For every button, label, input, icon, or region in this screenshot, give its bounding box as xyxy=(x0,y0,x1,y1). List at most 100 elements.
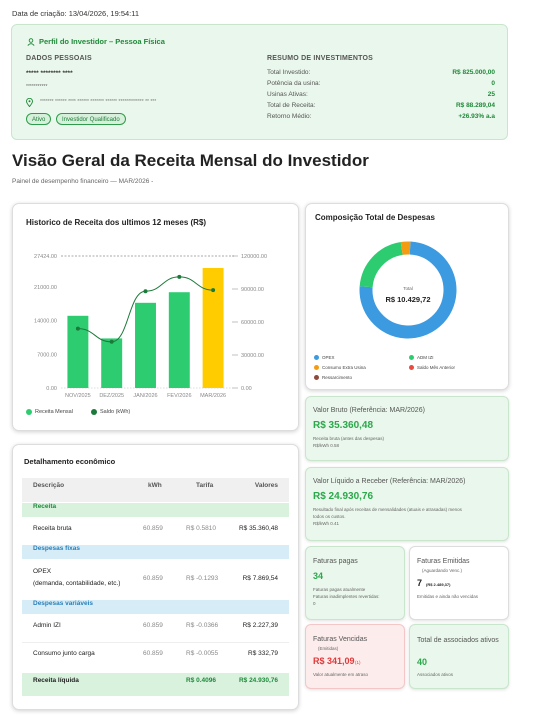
page-title: Visão Geral da Receita Mensal do Investi… xyxy=(12,151,369,170)
expenses-donut-card: Composição Total de Despesas Total R$ 10… xyxy=(305,203,509,390)
x-tick-label: NOV/2025 xyxy=(65,393,91,399)
y-right-tick-label: 120000.00 xyxy=(241,254,267,260)
y-right-tick-label: 30000.00 xyxy=(241,353,264,359)
x-tick-label: MAR/2026 xyxy=(200,393,226,399)
issued-invoices-title: Faturas Emitidas xyxy=(417,558,470,565)
summary-potencia: Potência da usina: 0 xyxy=(267,80,495,87)
donut-legend-saldo: Saldo Mês Anterior xyxy=(409,365,455,370)
paid-invoices-card: Faturas pagas 34 Faturas pagas atualment… xyxy=(305,546,405,620)
donut-legend-adm: ADM IZI xyxy=(409,355,434,360)
issued-invoices-card: Faturas Emitidas (Aguardando Venc.) 7 (R… xyxy=(409,546,509,620)
expenses-donut-chart xyxy=(359,241,457,339)
y-right-tick-label: 90000.00 xyxy=(241,287,264,293)
overdue-invoices-count: (1) xyxy=(355,660,361,665)
x-tick-label: DEZ/2025 xyxy=(99,393,124,399)
donut-title: Composição Total de Despesas xyxy=(315,213,435,222)
summary-total-investido: Total Investido: R$ 825.000,00 xyxy=(267,69,495,76)
paid-invoices-title: Faturas pagas xyxy=(313,558,358,565)
user-icon xyxy=(27,37,35,46)
net-value-desc-2: todos os custos. xyxy=(313,514,346,519)
gross-value-desc: Receita bruta (antes das despesas) xyxy=(313,436,385,441)
investor-profile-card: Perfil do Investidor – Pessoa Física DAD… xyxy=(11,24,508,140)
personal-data-header: DADOS PESSOAIS xyxy=(26,55,92,62)
overdue-invoices-desc: Valor atualmente em atraso xyxy=(313,672,368,677)
y-left-tick-label: 21000.00 xyxy=(34,285,57,291)
overdue-invoices-title: Faturas Vencidas xyxy=(313,636,368,643)
donut-slice xyxy=(359,241,457,339)
gross-value-rate: R$/kWh 0.58 xyxy=(313,443,340,448)
y-left-tick-label: 0.00 xyxy=(46,386,57,392)
net-value-desc-1: Resultado final após receitas de mensali… xyxy=(313,507,462,512)
issued-invoices-amount: (R$ 2.489,37) xyxy=(426,582,451,587)
section-despesas-fixas xyxy=(22,545,289,559)
active-members-count: 40 xyxy=(417,657,428,667)
reverted-invoices-label: Faturas inadimplentes revertidas: xyxy=(313,594,380,599)
chart-title: Historico de Receita dos ultimos 12 mese… xyxy=(26,218,207,227)
revenue-bar xyxy=(67,315,89,388)
revenue-bar xyxy=(135,302,156,388)
detail-title: Detalhamento econômico xyxy=(24,457,116,466)
status-badge-ativo: Ativo xyxy=(26,113,52,125)
row-divider xyxy=(22,642,289,643)
x-tick-label: JAN/2026 xyxy=(133,393,157,399)
active-members-desc: Associados ativos xyxy=(417,672,454,677)
revenue-chart: 0.00 7000.00 14000.00 21000.00 27424.00 0.00 3… xyxy=(34,254,267,399)
donut-legend-consumo: Consumo Extra Usina xyxy=(314,365,366,370)
saldo-point xyxy=(211,288,216,293)
y-left-tick-label: 14000.00 xyxy=(34,319,57,325)
gross-value-card: Valor Bruto (Referência: MAR/2026) R$ 35… xyxy=(305,396,509,461)
x-tick-label: FEV/2026 xyxy=(167,393,191,399)
section-despesas-variaveis xyxy=(22,600,289,614)
profile-title: Perfil do Investidor – Pessoa Física xyxy=(27,37,165,46)
net-value-amount: R$ 24.930,76 xyxy=(313,491,374,502)
donut-center-value: R$ 10.429,72 xyxy=(385,295,431,304)
y-right-tick-label: 0.00 xyxy=(241,386,252,392)
donut-legend-opex: OPEX xyxy=(314,355,335,360)
reverted-invoices-count: 0 xyxy=(313,601,316,606)
page-subtitle: Painel de desempenho financeiro — MAR/20… xyxy=(12,178,154,185)
profile-title-text: Perfil do Investidor – Pessoa Física xyxy=(39,37,165,46)
table-header-row xyxy=(22,478,289,502)
revenue-bar xyxy=(168,292,190,388)
overdue-invoices-amount: R$ 341,09 xyxy=(313,656,355,666)
net-value-card: Valor Líquido a Receber (Referência: MAR… xyxy=(305,467,509,541)
location-pin-icon xyxy=(26,97,33,109)
saldo-point xyxy=(177,274,182,279)
issued-invoices-count: 7 xyxy=(417,578,423,588)
paid-invoices-count: 34 xyxy=(313,571,324,581)
net-value-rate: R$/kWh 0.41 xyxy=(313,521,340,526)
issued-invoices-desc: Emitidas e ainda não vencidas xyxy=(417,594,479,599)
active-members-title: Total de associados ativos xyxy=(417,637,499,644)
revenue-chart-card: Historico de Receita dos ultimos 12 mese… xyxy=(12,203,299,431)
legend-receita: Receita Mensal xyxy=(26,409,73,415)
investment-summary-header: RESUMO DE INVESTIMENTOS xyxy=(267,55,373,62)
y-left-tick-label: 27424.00 xyxy=(34,254,57,260)
legend-receita-swatch xyxy=(26,409,32,415)
status-badge-qualificado: Investidor Qualificado xyxy=(56,113,126,125)
section-receita xyxy=(22,503,289,517)
gross-value-amount: R$ 35.360,48 xyxy=(313,420,374,431)
donut-center-label: Total xyxy=(403,286,413,291)
masked-document: *********** xyxy=(26,84,48,90)
saldo-point xyxy=(143,289,148,294)
net-revenue-row xyxy=(22,673,289,696)
donut-legend-ressarcimento: Ressarcimento xyxy=(314,375,352,380)
y-left-tick-label: 7000.00 xyxy=(37,352,57,358)
masked-address: ******* ****** **** ****** ******* *****… xyxy=(40,99,157,105)
summary-retorno: Retorno Médio: +26.93% a.a xyxy=(267,113,495,120)
gross-value-title: Valor Bruto (Referência: MAR/2026) xyxy=(313,407,425,414)
saldo-point xyxy=(75,326,80,331)
masked-name: ***** ******** **** xyxy=(26,70,73,77)
net-value-title: Valor Líquido a Receber (Referência: MAR… xyxy=(313,478,466,485)
legend-saldo-swatch xyxy=(91,409,97,415)
paid-invoices-desc: Faturas pagas atualmente xyxy=(313,587,366,592)
y-right-tick-label: 60000.00 xyxy=(241,320,264,326)
overdue-invoices-card: Faturas Vencidas (Emitidas) R$ 341,09 (1… xyxy=(305,624,405,689)
saldo-point xyxy=(109,339,114,344)
active-members-card: Total de associados ativos 40 Associados… xyxy=(409,624,509,689)
summary-total-receita: Total de Receita: R$ 88.289,04 xyxy=(267,102,495,109)
summary-usinas: Usinas Ativas: 25 xyxy=(267,91,495,98)
donut-slice xyxy=(359,242,404,288)
revenue-bar xyxy=(101,338,123,388)
issued-invoices-subtitle: (Aguardando Venc.) xyxy=(422,568,463,573)
